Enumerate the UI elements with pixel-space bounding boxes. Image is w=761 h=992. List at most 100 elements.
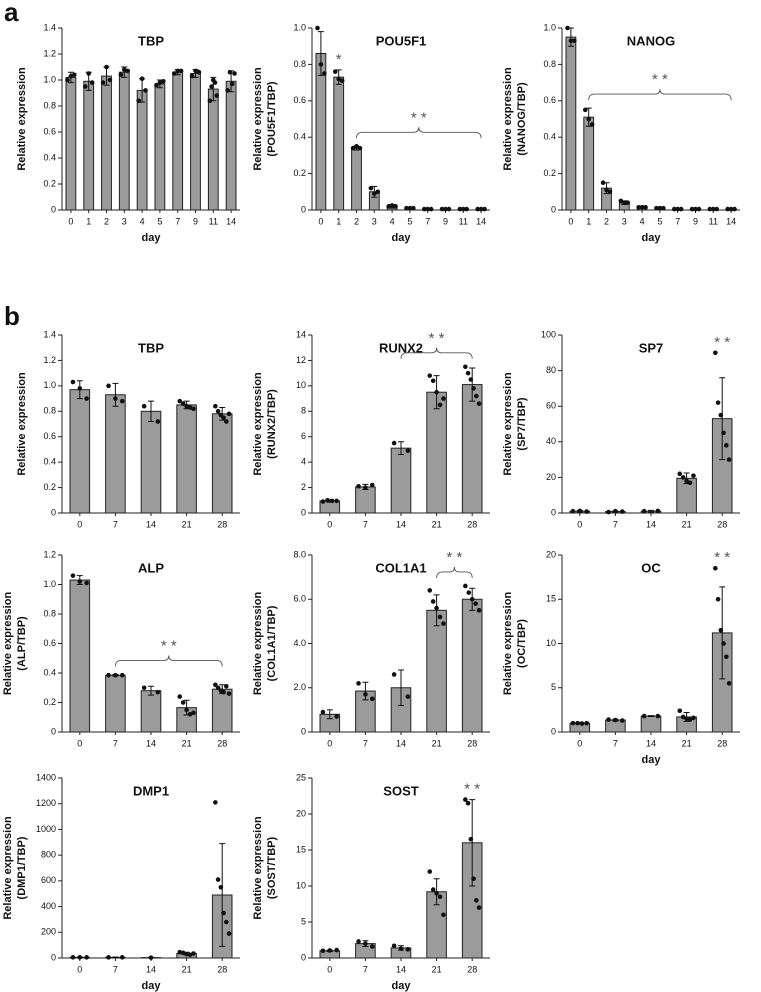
y-tick-label: 4 [301,457,306,467]
x-tick-label: 3 [372,216,377,226]
data-point [368,185,374,191]
x-tick-label: 7 [113,519,118,529]
y-tick-label: 10 [296,380,306,390]
brace [114,655,223,667]
x-tick-label: 7 [613,519,618,529]
data-point [229,81,235,87]
data-point [619,509,625,514]
data-point [684,478,689,484]
y-axis-label: (RUNX2/TBP) [266,389,278,459]
bar [315,52,327,211]
x-tick-label: 14 [646,738,656,748]
data-point [430,378,436,384]
data-point [226,411,232,417]
y-tick-label: 0.6 [293,95,306,105]
data-point [718,627,724,633]
data-point [84,955,89,960]
y-tick-label: 1.0 [43,380,56,390]
data-point [77,955,83,960]
y-tick-label: 40 [546,436,556,446]
x-tick-label: 2 [104,216,109,226]
data-point [391,943,397,949]
data-point [184,951,189,957]
data-point [322,71,327,76]
y-tick-label: 800 [41,850,56,860]
x-axis-label: day [142,980,162,992]
data-point [213,403,218,409]
data-point [437,894,443,900]
data-point [125,68,131,74]
bar [351,147,362,211]
x-tick-label: 0 [327,738,332,748]
bar [565,36,577,211]
y-tick-label: 4.0 [293,638,306,648]
data-point [119,398,125,404]
y-tick-label: 0.2 [43,482,56,492]
data-point [687,717,693,722]
data-point [100,80,106,85]
data-point [675,206,680,212]
error-bar [469,799,476,887]
y-tick-label: 0 [301,952,306,962]
x-tick-label: 5 [657,216,662,226]
x-tick-label: 28 [217,738,227,748]
x-tick-label: 21 [432,964,442,974]
data-point [463,797,468,802]
x-tick-label: 7 [613,738,618,748]
data-point [478,206,484,212]
x-tick-label: 14 [396,738,406,748]
data-point [437,402,443,408]
data-point [613,508,618,514]
data-point [693,206,698,212]
data-point [224,919,229,925]
data-point [180,700,186,705]
data-point [657,205,663,211]
data-point [721,430,726,436]
data-point [350,145,356,151]
data-point [224,683,229,689]
y-tick-label: 0.4 [43,667,56,677]
y-axis-label: Relative expression [16,372,28,476]
data-point [446,206,452,212]
y-axis-label: Relative expression [252,372,264,476]
data-point [687,480,693,486]
error-bar [648,509,654,513]
data-point [600,180,606,185]
data-point [86,71,91,76]
data-point [70,379,76,385]
error-bar [148,685,154,696]
data-point [84,396,89,401]
data-point [468,377,474,382]
x-tick-label: 21 [682,519,692,529]
data-point [476,608,482,613]
bar [190,73,201,211]
data-point [476,905,482,910]
data-point [728,206,734,212]
data-point [691,715,696,721]
y-tick-label: 0.8 [43,608,56,618]
y-tick-label: 0.6 [543,95,556,105]
data-point [428,206,434,212]
x-tick-label: 0 [327,964,332,974]
data-point [439,206,445,212]
data-point [107,77,113,83]
data-point [332,69,338,74]
data-point [155,419,161,424]
x-tick-label: 4 [640,216,645,226]
x-tick-label: 4 [390,216,395,226]
y-axis-label: (SP7/TBP) [516,397,528,451]
data-point [155,689,161,695]
bar [101,75,112,211]
y-tick-label: 20 [296,808,306,818]
data-point [465,370,471,376]
y-axis-label: Relative expression [502,592,514,696]
y-tick-label: 0 [551,204,556,214]
data-point [641,713,647,719]
data-point [661,205,666,211]
x-tick-label: 5 [157,216,162,226]
data-point [575,720,580,726]
data-point [356,484,361,489]
bar [105,674,126,733]
chart-title: SP7 [639,340,664,355]
error-bar [398,669,404,706]
